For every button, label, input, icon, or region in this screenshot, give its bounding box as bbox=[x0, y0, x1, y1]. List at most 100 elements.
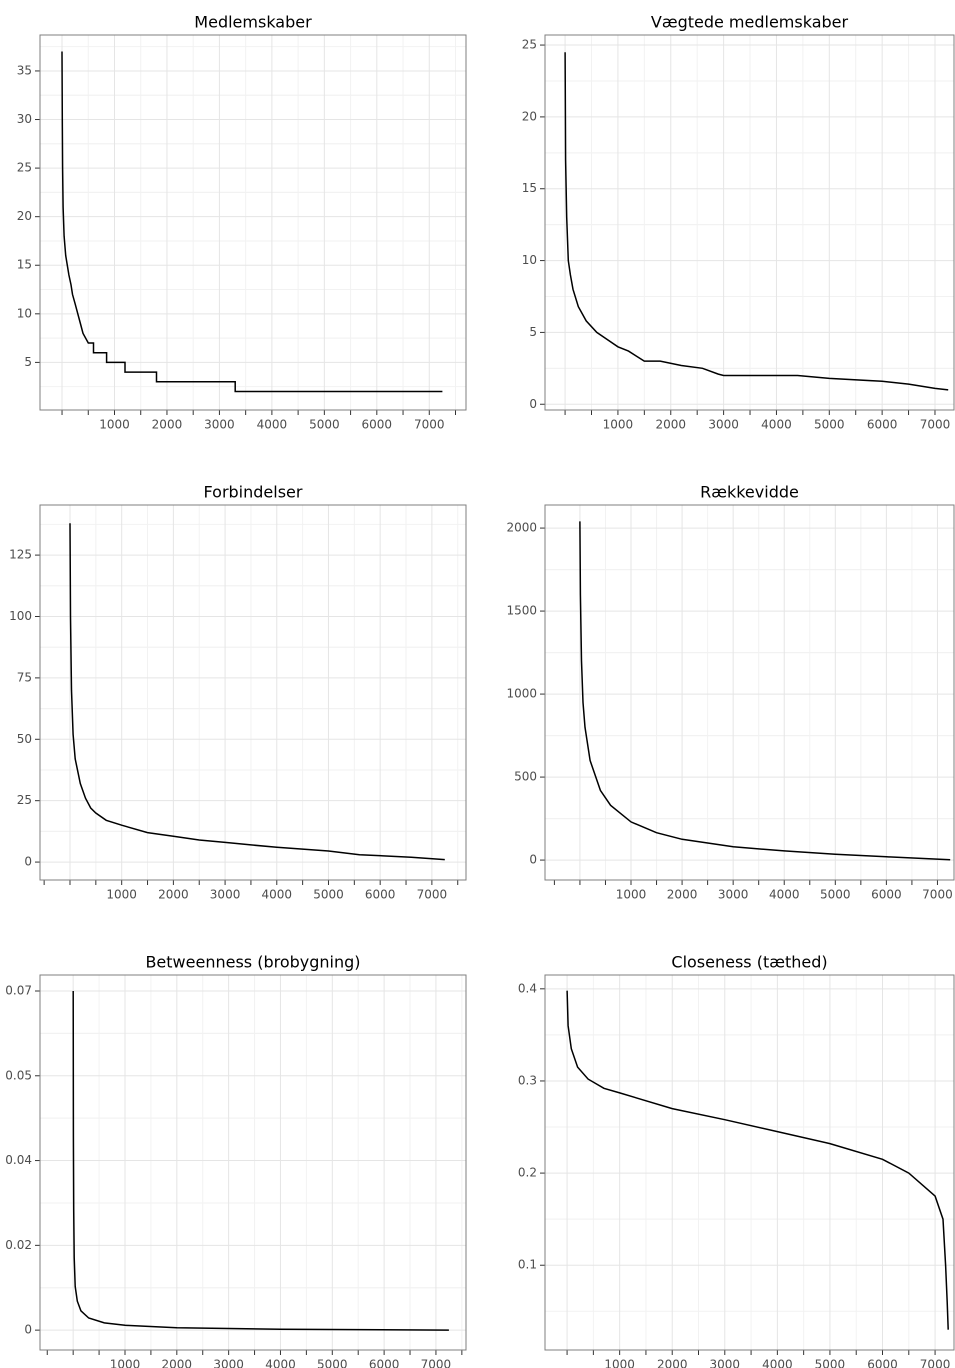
x-tick-label: 3000 bbox=[718, 888, 749, 902]
y-tick-label: 0.4 bbox=[518, 981, 537, 995]
data-line bbox=[564, 52, 949, 391]
data-line bbox=[61, 51, 443, 393]
y-tick-label: 20 bbox=[17, 209, 32, 223]
x-tick-label: 7000 bbox=[414, 418, 445, 432]
x-tick-label: 1000 bbox=[99, 418, 130, 432]
y-tick-label: 15 bbox=[17, 258, 32, 272]
data-line bbox=[72, 990, 449, 1331]
y-tick-label: 25 bbox=[17, 161, 32, 175]
y-tick-label: 0 bbox=[529, 397, 537, 411]
y-tick-label: 25 bbox=[17, 793, 32, 807]
y-tick-label: 15 bbox=[522, 181, 537, 195]
x-tick-label: 7000 bbox=[417, 888, 448, 902]
y-tick-label: 500 bbox=[514, 770, 537, 784]
y-tick-label: 125 bbox=[9, 548, 32, 562]
plot-background bbox=[40, 505, 466, 880]
x-tick-label: 1000 bbox=[106, 888, 137, 902]
x-tick-label: 4000 bbox=[769, 888, 800, 902]
y-tick-label: 0 bbox=[24, 855, 32, 869]
plot-border bbox=[39, 504, 467, 881]
plot-border bbox=[39, 34, 467, 411]
x-tick-label: 2000 bbox=[655, 418, 686, 432]
y-tick-label: 1500 bbox=[506, 604, 537, 618]
y-tick-label: 25 bbox=[522, 38, 537, 52]
x-tick-label: 4000 bbox=[265, 1358, 296, 1368]
x-tick-label: 7000 bbox=[421, 1358, 452, 1368]
x-tick-label: 4000 bbox=[257, 418, 288, 432]
x-tick-label: 2000 bbox=[152, 418, 183, 432]
plot-border bbox=[39, 974, 467, 1351]
y-tick-label: 2000 bbox=[506, 521, 537, 535]
x-tick-label: 6000 bbox=[362, 418, 393, 432]
data-line bbox=[579, 521, 951, 861]
x-tick-label: 4000 bbox=[761, 418, 792, 432]
x-tick-label: 6000 bbox=[365, 888, 396, 902]
x-tick-label: 5000 bbox=[313, 888, 344, 902]
data-line bbox=[69, 523, 445, 861]
x-tick-label: 3000 bbox=[210, 888, 241, 902]
plot-border bbox=[544, 504, 955, 881]
y-tick-label: 0.2 bbox=[518, 1166, 537, 1180]
x-tick-label: 5000 bbox=[317, 1358, 348, 1368]
x-tick-label: 4000 bbox=[262, 888, 293, 902]
chart-title: Rækkevidde bbox=[700, 483, 799, 502]
y-tick-label: 10 bbox=[17, 306, 32, 320]
x-tick-label: 3000 bbox=[213, 1358, 244, 1368]
x-tick-label: 5000 bbox=[814, 418, 845, 432]
plot-background bbox=[40, 975, 466, 1350]
x-tick-label: 1000 bbox=[616, 888, 647, 902]
y-tick-label: 0.3 bbox=[518, 1073, 537, 1087]
x-tick-label: 5000 bbox=[820, 888, 851, 902]
x-tick-label: 1000 bbox=[110, 1358, 141, 1368]
x-tick-label: 4000 bbox=[762, 1358, 793, 1368]
y-tick-label: 35 bbox=[17, 63, 32, 77]
x-tick-label: 3000 bbox=[204, 418, 235, 432]
chart-title: Medlemskaber bbox=[194, 13, 312, 32]
x-tick-label: 7000 bbox=[920, 1358, 951, 1368]
y-tick-label: 0.1 bbox=[518, 1258, 537, 1272]
x-tick-label: 3000 bbox=[708, 418, 739, 432]
chart-title: Vægtede medlemskaber bbox=[651, 13, 849, 32]
x-tick-label: 2000 bbox=[657, 1358, 688, 1368]
y-tick-label: 5 bbox=[24, 355, 32, 369]
plot-background bbox=[545, 35, 954, 410]
y-tick-label: 1000 bbox=[506, 687, 537, 701]
x-tick-label: 1000 bbox=[604, 1358, 635, 1368]
x-tick-label: 5000 bbox=[309, 418, 340, 432]
x-tick-label: 2000 bbox=[162, 1358, 193, 1368]
x-tick-label: 3000 bbox=[710, 1358, 741, 1368]
plot-border bbox=[544, 34, 955, 411]
y-tick-label: 0 bbox=[529, 853, 537, 867]
x-tick-label: 2000 bbox=[158, 888, 189, 902]
y-tick-label: 20 bbox=[522, 109, 537, 123]
y-tick-label: 75 bbox=[17, 670, 32, 684]
plot-border bbox=[544, 974, 955, 1351]
y-tick-label: 10 bbox=[522, 253, 537, 267]
y-tick-label: 30 bbox=[17, 112, 32, 126]
chart-title: Forbindelser bbox=[204, 483, 303, 502]
x-tick-label: 5000 bbox=[815, 1358, 846, 1368]
chart-title: Closeness (tæthed) bbox=[671, 953, 827, 972]
plot-background bbox=[545, 505, 954, 880]
chart-title: Betweenness (brobygning) bbox=[145, 953, 360, 972]
x-tick-label: 7000 bbox=[920, 418, 951, 432]
y-tick-label: 50 bbox=[17, 732, 32, 746]
y-tick-label: 0.04 bbox=[5, 1153, 32, 1167]
data-line bbox=[566, 990, 949, 1330]
x-tick-label: 6000 bbox=[871, 888, 902, 902]
x-tick-label: 2000 bbox=[667, 888, 698, 902]
x-tick-label: 6000 bbox=[867, 1358, 898, 1368]
y-tick-label: 0.07 bbox=[5, 983, 32, 997]
y-tick-label: 0.05 bbox=[5, 1068, 32, 1082]
y-tick-label: 0 bbox=[24, 1323, 32, 1337]
x-tick-label: 7000 bbox=[922, 888, 953, 902]
plot-background bbox=[40, 35, 466, 410]
x-tick-label: 1000 bbox=[603, 418, 634, 432]
x-tick-label: 6000 bbox=[867, 418, 898, 432]
x-tick-label: 6000 bbox=[369, 1358, 400, 1368]
y-tick-label: 0.02 bbox=[5, 1238, 32, 1252]
plot-background bbox=[545, 975, 954, 1350]
y-tick-label: 100 bbox=[9, 609, 32, 623]
